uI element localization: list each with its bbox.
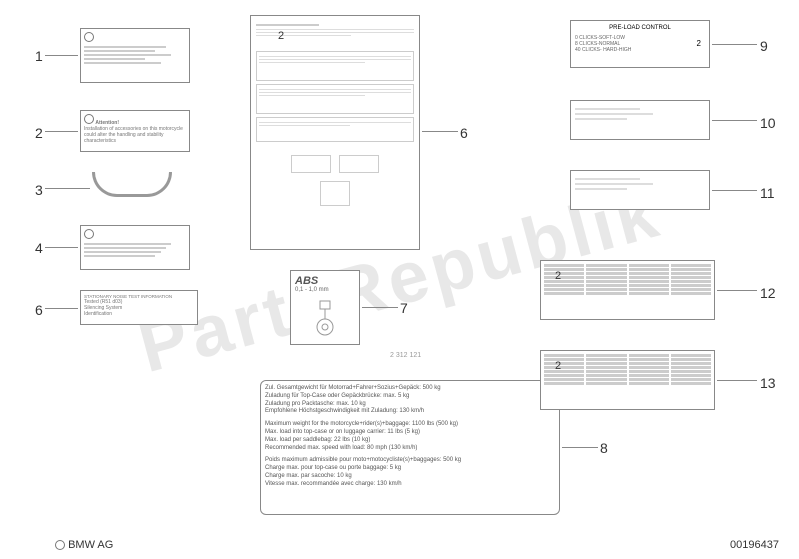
label-2-attention: Attention! Installation of accessories o… <box>80 110 190 152</box>
bmw-logo-icon <box>84 229 94 239</box>
callout-3: 3 <box>35 182 43 198</box>
label12-inner-2: 2 <box>555 270 561 282</box>
center-document <box>250 15 420 250</box>
callout-6: 6 <box>35 302 43 318</box>
label13-inner-2: 2 <box>555 360 561 372</box>
callout-12: 12 <box>760 285 776 301</box>
label-7-abs: ABS 0,1 - 1,0 mm <box>290 270 360 345</box>
label-6-noise: STATIONARY NOISE TEST INFORMATION Tested… <box>80 290 198 325</box>
bmw-logo-icon <box>55 540 65 550</box>
doc-inner-2: 2 <box>278 30 284 42</box>
label-8-weights: Zul. Gesamtgewicht für Motorrad+Fahrer+S… <box>260 380 560 515</box>
label-3-arc <box>92 172 172 197</box>
callout-2: 2 <box>35 125 43 141</box>
label-10 <box>570 100 710 140</box>
label-12 <box>540 260 715 320</box>
bmw-logo-icon <box>84 32 94 42</box>
callout-8: 8 <box>600 440 608 456</box>
label-4 <box>80 225 190 270</box>
footer-brand: BMW AG <box>55 539 113 551</box>
callout-11: 11 <box>760 185 775 201</box>
callout-13: 13 <box>760 375 776 391</box>
abs-logo: ABS <box>295 275 355 287</box>
callout-6-right: 6 <box>460 125 468 141</box>
label-13 <box>540 350 715 410</box>
label-1 <box>80 28 190 83</box>
doc-small-id: 2 312 121 <box>390 352 421 359</box>
label-11 <box>570 170 710 210</box>
callout-10: 10 <box>760 115 776 131</box>
callout-9: 9 <box>760 38 768 54</box>
callout-1: 1 <box>35 48 43 64</box>
abs-diagram-icon <box>310 299 340 339</box>
label-9-preload: PRE-LOAD CONTROL 0 CLICKS-SOFT-LOW 8 CLI… <box>570 20 710 68</box>
footer-doc-id: 00196437 <box>730 539 779 551</box>
bmw-logo-icon <box>84 114 94 124</box>
callout-4: 4 <box>35 240 43 256</box>
callout-7: 7 <box>400 300 408 316</box>
